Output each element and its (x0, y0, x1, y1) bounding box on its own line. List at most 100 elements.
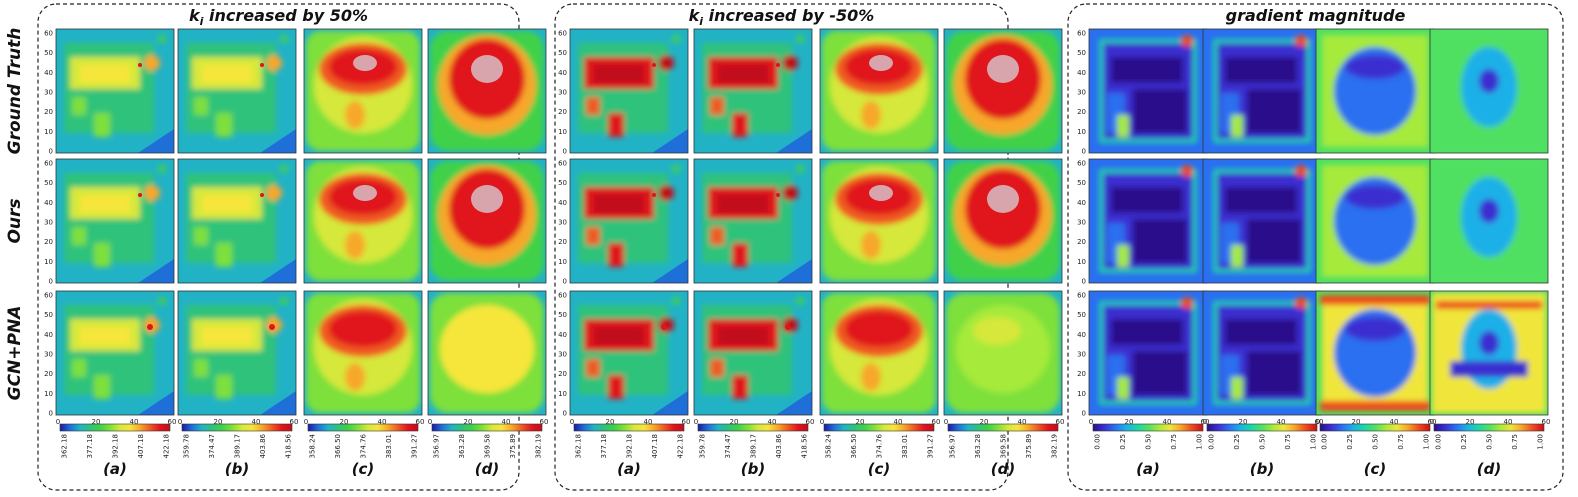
column-label-ki-plus-50-0: (a) (103, 460, 127, 478)
colorbar-ki-plus-50-3 (431, 423, 543, 432)
colorbar-ki-minus-50-2 (823, 423, 935, 432)
x-tick-label: 60 (932, 418, 941, 426)
plot-gradient-magnitude-gcn-pna-1: 0 20 40 60 (1202, 290, 1323, 426)
plot-gradient-magnitude-ours-2 (1315, 158, 1435, 284)
x-tick-label: 40 (644, 418, 653, 426)
plot-border (1429, 290, 1549, 416)
colorbar-ki-plus-50-1 (181, 423, 293, 432)
colorbar-tick-label: 0.00 (1208, 434, 1216, 450)
plot-border (943, 28, 1063, 154)
y-tick-label: 20 (44, 108, 53, 116)
y-tick-label: 0 (49, 278, 53, 286)
plot-border (303, 290, 423, 416)
y-tick-label: 50 (558, 49, 567, 57)
colorbar-gradient-magnitude-1 (1206, 423, 1318, 432)
y-tick-label: 20 (558, 108, 567, 116)
plot-ki-minus-50-gcn-pna-0: 0 10 20 30 40 50 60 0 20 40 60 (558, 290, 690, 426)
plot-ki-minus-50-ours-2 (819, 158, 939, 284)
row-label-gcn-pna: GCN+PNA (5, 306, 25, 401)
colorbar-tick-label: 403.86 (259, 433, 267, 458)
plot-border (177, 290, 297, 416)
plot-gradient-magnitude-ground-truth-1 (1202, 28, 1322, 154)
colorbar-tick-label: 0.25 (1233, 434, 1241, 450)
y-tick-label: 10 (558, 258, 567, 266)
x-tick-label: 0 (428, 418, 432, 426)
x-tick-label: 20 (214, 418, 223, 426)
x-tick-label: 20 (464, 418, 473, 426)
colorbar-tick-label: 0.25 (1119, 434, 1127, 450)
y-tick-label: 0 (49, 410, 53, 418)
x-tick-label: 20 (1239, 418, 1248, 426)
x-tick-label: 0 (694, 418, 698, 426)
colorbar-ki-minus-50-1 (697, 423, 809, 432)
plot-border (819, 28, 939, 154)
x-tick-label: 20 (730, 418, 739, 426)
colorbar-tick-label: 0.50 (1486, 434, 1494, 450)
y-tick-label: 10 (1077, 258, 1086, 266)
x-tick-label: 20 (1125, 418, 1134, 426)
colorbar-tick-label: 403.86 (775, 433, 783, 458)
y-tick-label: 30 (1077, 351, 1086, 359)
x-tick-label: 40 (502, 418, 511, 426)
y-tick-label: 0 (1082, 410, 1086, 418)
plot-border (943, 290, 1063, 416)
plot-border (55, 158, 175, 284)
x-tick-label: 0 (1316, 418, 1320, 426)
plot-ki-plus-50-gcn-pna-0: 0 10 20 30 40 50 60 0 20 40 60 (44, 290, 177, 426)
colorbar-gradient-magnitude-0 (1092, 423, 1204, 432)
y-tick-label: 30 (558, 351, 567, 359)
x-tick-label: 20 (1466, 418, 1475, 426)
colorbar-tick-label: 362.18 (575, 434, 583, 459)
y-tick-label: 0 (1082, 148, 1086, 156)
x-tick-label: 40 (1504, 418, 1513, 426)
x-tick-label: 0 (1430, 418, 1434, 426)
x-tick-label: 0 (178, 418, 182, 426)
colorbar-ki-minus-50-0 (573, 423, 685, 432)
x-tick-label: 60 (168, 418, 177, 426)
y-tick-label: 10 (44, 128, 53, 136)
colorbar-tick-label: 0.00 (1321, 434, 1329, 450)
colorbar-tick-label: 392.18 (626, 434, 634, 459)
colorbar-tick-label: 366.50 (850, 434, 858, 459)
x-tick-label: 40 (1018, 418, 1027, 426)
plot-gradient-magnitude-gcn-pna-3: 0 20 40 60 (1429, 290, 1550, 426)
y-tick-label: 20 (1077, 108, 1086, 116)
x-tick-label: 40 (768, 418, 777, 426)
x-tick-label: 20 (1352, 418, 1361, 426)
plot-border (1429, 158, 1549, 284)
row-label-ground-truth: Ground Truth (5, 28, 25, 155)
colorbar-tick-label: 363.28 (458, 434, 466, 459)
plot-ki-minus-50-ground-truth-1 (693, 28, 813, 154)
column-label-ki-plus-50-1: (b) (225, 460, 249, 478)
x-tick-label: 60 (1428, 418, 1437, 426)
plot-ki-minus-50-ground-truth-2 (819, 28, 939, 154)
plot-ki-plus-50-gcn-pna-3: 0 20 40 60 (427, 290, 548, 426)
plot-ki-plus-50-ground-truth-0: 0 10 20 30 40 50 60 (44, 28, 175, 156)
x-tick-label: 0 (304, 418, 308, 426)
colorbar-gradient-magnitude-2 (1319, 423, 1431, 432)
y-tick-label: 60 (44, 160, 53, 168)
colorbar-tick-label: 0.00 (1094, 434, 1102, 450)
colorbar-tick-label: 1.00 (1537, 434, 1545, 450)
plot-ki-plus-50-ground-truth-2 (303, 28, 423, 154)
colorbar-tick-label: 0.75 (1397, 434, 1405, 450)
x-tick-label: 60 (1201, 418, 1210, 426)
y-tick-label: 0 (563, 410, 567, 418)
plot-ki-plus-50-ours-2 (303, 158, 423, 284)
colorbar-tick-label: 407.18 (651, 434, 659, 459)
plot-border (569, 290, 689, 416)
plot-border (303, 158, 423, 284)
y-tick-label: 10 (558, 390, 567, 398)
plot-ki-minus-50-ground-truth-0: 0 10 20 30 40 50 60 (558, 28, 689, 156)
y-tick-label: 20 (44, 370, 53, 378)
colorbar-tick-label: 0.50 (1372, 434, 1380, 450)
y-tick-label: 50 (1077, 49, 1086, 57)
x-tick-label: 40 (378, 418, 387, 426)
colorbar-tick-label: 369.58 (1000, 434, 1008, 459)
colorbar-tick-label: 422.18 (163, 434, 171, 459)
x-tick-label: 0 (56, 418, 60, 426)
colorbar-tick-label: 375.89 (1025, 434, 1033, 459)
colorbar-tick-label: 0.25 (1346, 434, 1354, 450)
colorbar-tick-label: 375.89 (509, 434, 517, 459)
